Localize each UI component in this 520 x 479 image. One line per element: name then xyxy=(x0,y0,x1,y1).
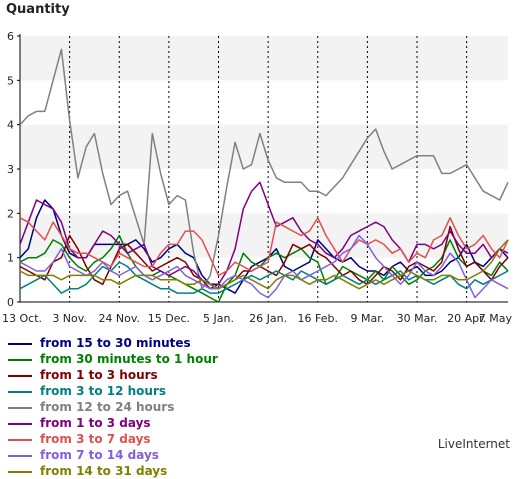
y-tick-label: 6 xyxy=(7,30,14,43)
x-tick-label: 20 Apr. xyxy=(447,312,486,325)
series-line xyxy=(19,48,509,290)
legend-label: from 7 to 14 days xyxy=(40,448,159,462)
legend-swatch xyxy=(8,358,32,361)
plot-band xyxy=(20,213,508,258)
legend-label: from 30 minutes to 1 hour xyxy=(40,352,218,366)
legend-item: from 7 to 14 days xyxy=(8,447,218,463)
x-tick-label: 15 Dec. xyxy=(148,312,190,325)
plot-background xyxy=(20,36,508,302)
series-line xyxy=(19,234,509,299)
plot-band xyxy=(20,36,508,81)
chart-title: Quantity xyxy=(6,2,70,17)
tick-labels: 0 1 2 3 4 5 6 13 Oct. 3 Nov. 24 Nov. 15 Dec. 5 Jan.… xyxy=(2,30,512,325)
legend-swatch xyxy=(8,454,32,457)
x-tick-label: 5 Jan. xyxy=(203,312,234,325)
y-tick-label: 3 xyxy=(7,163,14,176)
legend: from 15 to 30 minutes from 30 minutes to … xyxy=(8,335,218,479)
legend-label: from 1 to 3 hours xyxy=(40,368,158,382)
legend-item: from 3 to 12 hours xyxy=(8,383,218,399)
series-line xyxy=(19,234,509,303)
series-lines xyxy=(19,48,509,303)
legend-label: from 12 to 24 hours xyxy=(40,400,175,414)
x-tick-label: 7 May xyxy=(479,312,513,325)
legend-item: from 1 to 3 hours xyxy=(8,367,218,383)
x-tick-label: 30 Mar. xyxy=(397,312,438,325)
legend-label: from 3 to 12 hours xyxy=(40,384,167,398)
y-tick-label: 4 xyxy=(7,119,14,132)
legend-item: from 15 to 30 minutes xyxy=(8,335,218,351)
legend-swatch xyxy=(8,374,32,377)
legend-swatch xyxy=(8,470,32,473)
series-line xyxy=(19,181,509,290)
x-tick-label: 9 Mar. xyxy=(351,312,385,325)
series-line xyxy=(19,239,509,290)
legend-item: from 14 to 31 days xyxy=(8,463,218,479)
x-tick-label: 24 Nov. xyxy=(98,312,140,325)
series-line xyxy=(19,225,509,290)
y-tick-label: 0 xyxy=(7,296,14,309)
x-tick-label: 26 Jan. xyxy=(249,312,287,325)
x-tick-label: 3 Nov. xyxy=(52,312,87,325)
legend-item: from 30 minutes to 1 hour xyxy=(8,351,218,367)
legend-swatch xyxy=(8,406,32,409)
x-tick-label: 13 Oct. xyxy=(2,312,42,325)
legend-label: from 1 to 3 days xyxy=(40,416,151,430)
legend-item: from 3 to 7 days xyxy=(8,431,218,447)
legend-swatch xyxy=(8,422,32,425)
legend-item: from 1 to 3 days xyxy=(8,415,218,431)
legend-label: from 14 to 31 days xyxy=(40,464,168,478)
series-line xyxy=(19,217,509,277)
line-chart: 0 1 2 3 4 5 6 13 Oct. 3 Nov. 24 Nov. 15 Dec. 5 Jan.… xyxy=(2,30,512,325)
legend-label: from 3 to 7 days xyxy=(40,432,151,446)
y-tick-label: 2 xyxy=(7,207,14,220)
y-tick-label: 5 xyxy=(7,74,14,87)
legend-swatch xyxy=(8,390,32,393)
plot-band xyxy=(20,80,508,125)
brand-label: LiveInternet xyxy=(437,437,510,451)
legend-swatch xyxy=(8,342,32,345)
legend-swatch xyxy=(8,438,32,441)
plot-band xyxy=(20,169,508,214)
y-tick-label: 1 xyxy=(7,252,14,265)
legend-label: from 15 to 30 minutes xyxy=(40,336,191,350)
x-tick-label: 16 Feb. xyxy=(298,312,338,325)
legend-item: from 12 to 24 hours xyxy=(8,399,218,415)
series-line xyxy=(19,199,509,294)
